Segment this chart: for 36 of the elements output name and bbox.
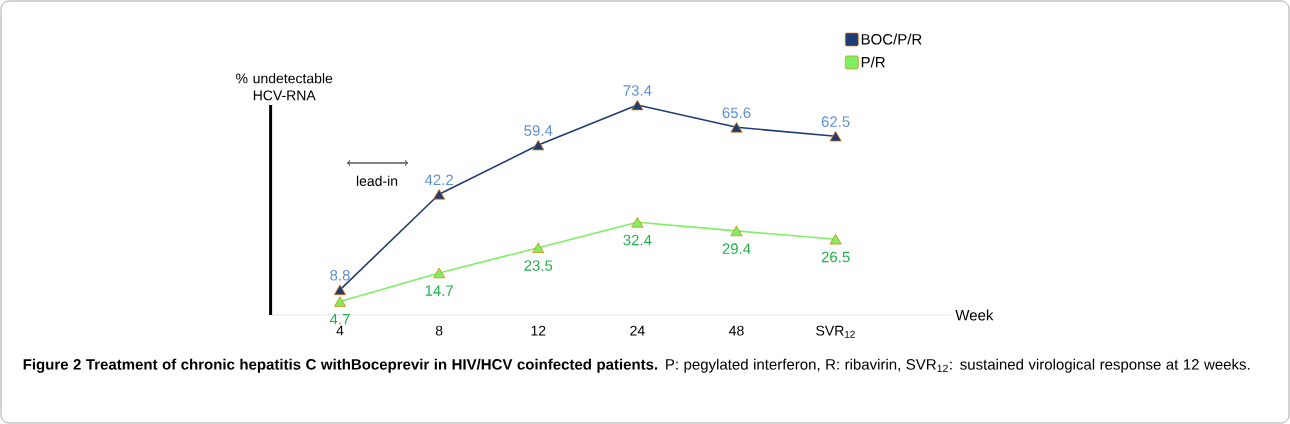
data-label: 29.4 [722, 243, 751, 254]
legend-label: BOC/P/R [861, 33, 922, 45]
x-tick-label: 48 [729, 325, 744, 336]
data-label: 14.7 [425, 285, 453, 296]
x-tick-label: 24 [630, 325, 645, 336]
data-label: 4.7 [329, 314, 350, 325]
data-label: 8.8 [330, 269, 350, 281]
x-tick-label: SVR$_{12}$ [816, 325, 855, 338]
point [829, 233, 842, 245]
point [631, 217, 644, 228]
data-label: 42.2 [424, 174, 453, 186]
point [730, 122, 743, 133]
point [334, 296, 346, 307]
point [532, 242, 545, 253]
annotation: lead-in [356, 175, 398, 186]
point [532, 139, 545, 151]
x-tick-label: 8 [435, 325, 443, 336]
legend-label: P/R [861, 56, 885, 68]
point [433, 267, 446, 279]
data-label: 26.5 [821, 251, 850, 263]
data-label: 65.6 [722, 107, 751, 119]
point [730, 225, 743, 237]
x-tick-label: 4 [336, 325, 344, 336]
data-label: 59.4 [524, 125, 553, 136]
data-label: 73.4 [623, 85, 652, 96]
x-tick-label: 12 [531, 325, 546, 336]
point [334, 284, 346, 296]
x-axis-title: Week [955, 309, 994, 321]
data-label: 23.5 [524, 260, 553, 271]
y-axis-title: % undetectable HCV-RNA [236, 73, 333, 101]
point [829, 130, 842, 142]
point [631, 99, 644, 111]
text: Figure 2 Treatment of chronic hepatitis C withBoceprevir in HIV/HCV coinfected patients. P: pegylated interferon, R: ribavirin, SVR$_{12}$: sustained virological response at 12 weeks. [23, 358, 1250, 373]
data-label: 32.4 [623, 234, 652, 246]
point [433, 189, 446, 200]
data-label: 62.5 [821, 116, 850, 127]
